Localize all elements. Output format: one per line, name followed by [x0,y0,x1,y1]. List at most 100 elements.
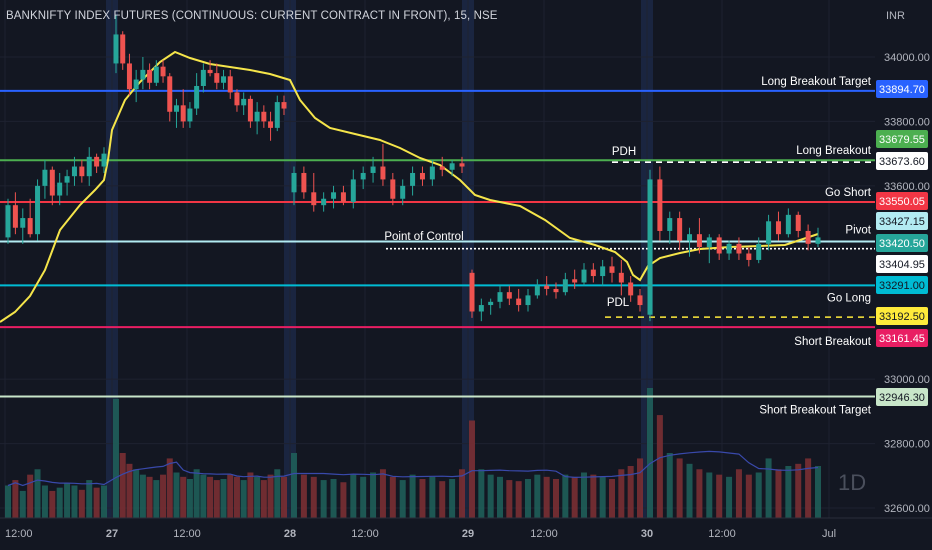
volume-bar [716,474,723,518]
volume-bar [78,489,85,518]
time-tick-label: 28 [284,528,296,540]
candle-body [600,266,606,277]
time-tick-label: 12:00 [173,528,201,540]
candle-body [716,237,722,254]
price-badge-long-breakout-target: 33894.70 [876,80,928,98]
candle-body [241,98,247,106]
candle-body [340,192,346,202]
candle-body [214,73,220,83]
candle-body [113,34,119,64]
candle-body [390,179,396,199]
candle-body [609,266,615,273]
volume-bar [647,388,653,518]
price-badge-bg [876,255,928,273]
volume-bar [133,469,140,518]
volume-bar [227,474,234,518]
candle-body [35,185,41,235]
volume-bar [439,481,446,518]
volume-bar [139,474,146,518]
price-badge-bg [876,80,928,98]
volume-bar [553,479,559,518]
volume-bar [497,476,503,518]
candle-body [147,69,153,83]
volume-bar [618,469,625,518]
price-badge-short-breakout-target: 32946.30 [876,388,928,406]
volume-bar [173,472,180,518]
level-label-short-breakout-target: Short Breakout Target [759,404,871,416]
chart-title: BANKNIFTY INDEX FUTURES (CONTINUOUS: CUR… [6,10,498,22]
candle-body [187,108,193,122]
volume-bar [213,480,220,518]
volume-bar [360,476,367,518]
time-tick-label: Jul [822,528,836,540]
candle-body [173,105,179,112]
level-label-long-breakout-target: Long Breakout Target [761,76,872,88]
candle-body [247,98,253,122]
candle-body [42,169,48,186]
volume-bar [274,469,281,518]
candle-body [637,295,643,306]
volume-bar [12,480,19,518]
volume-bar [429,476,436,518]
price-badge-text: 33420.50 [879,238,925,250]
candle-body [544,285,550,289]
volume-bar [815,466,821,518]
volume-bar [166,458,173,518]
candle-body [194,85,200,109]
volume-bar [637,458,643,518]
volume-bar [340,482,347,518]
candle-body [469,272,475,312]
time-tick-label: 12:00 [351,528,379,540]
volume-bar [726,476,733,518]
volume-bar [627,466,634,518]
price-tick-label: 33600.00 [884,181,930,193]
volume-bar [320,480,327,518]
price-badge-bg [876,329,928,347]
candle-body [506,292,512,299]
volume-bar [41,485,48,518]
volume-bar [146,476,153,518]
volume-bar [186,479,193,518]
timeframe-watermark: 1D [838,470,867,495]
candle-body [140,69,146,80]
volume-bar [755,472,762,518]
volume-bar [71,485,78,518]
candle-body [628,282,634,296]
candle-body [746,253,752,260]
volume-bar [469,420,475,518]
candle-body [449,163,455,170]
candle-body [360,172,366,180]
volume-bar [310,476,317,518]
candle-body [581,269,587,283]
candle-body [167,76,173,112]
price-badge-go-long: 33291.00 [876,276,928,294]
candle-body [805,230,811,244]
candle-body [647,179,653,315]
price-badge-text: 33192.50 [879,311,925,323]
volume-bar [745,474,752,518]
volume-bar [86,480,93,518]
candle-body [311,192,317,206]
volume-bar [562,474,569,518]
price-badge-pdl: 33192.50 [876,307,928,325]
volume-bar [291,453,297,518]
volume-bar [267,474,274,518]
volume-bar [200,474,207,518]
candle-body [254,111,260,122]
candle-body [419,172,425,180]
candle-body [677,218,683,241]
candle-body [795,214,801,231]
price-badge-long-breakout: 33679.55 [876,130,928,148]
candle-body [726,243,732,254]
volume-bar [101,485,107,518]
candle-body [227,76,233,93]
candle-body [572,279,578,283]
candle-body [488,301,494,306]
price-badge-text: 33894.70 [879,84,925,96]
candle-body [79,166,85,177]
volume-bar [64,483,71,518]
time-tick-label: 29 [462,528,474,540]
volume-bar [56,487,63,518]
candle-body [562,279,568,293]
